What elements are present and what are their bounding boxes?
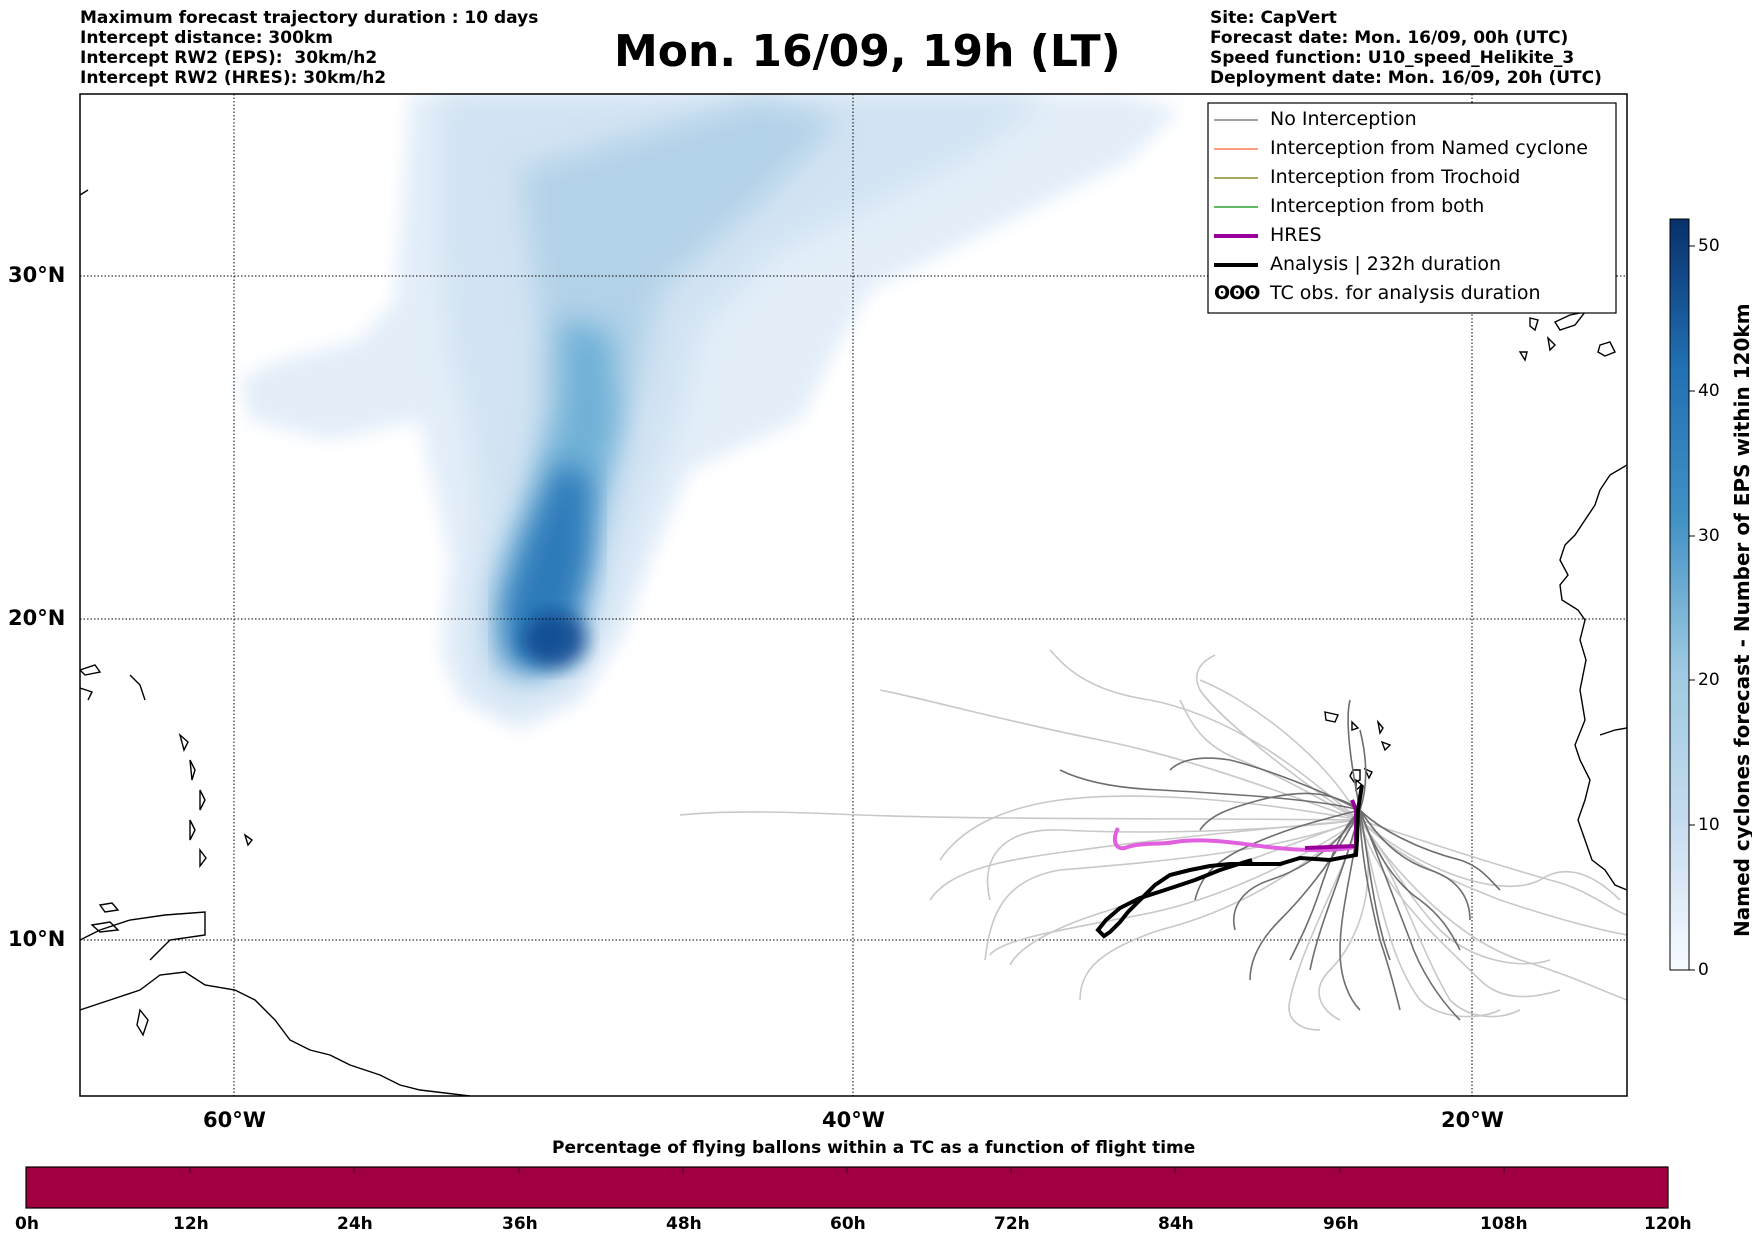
info-intercept-hres: Intercept RW2 (HRES): 30km/h2 bbox=[80, 68, 387, 88]
eps-trajectories bbox=[679, 649, 1627, 1031]
lat-label-20n: 20°N bbox=[8, 606, 66, 630]
page-title: Mon. 16/09, 19h (LT) bbox=[614, 26, 1121, 77]
time-tick-72h: 72h bbox=[994, 1214, 1030, 1234]
info-speed-function: Speed function: U10_speed_Helikite_3 bbox=[1210, 48, 1575, 68]
legend-label-no-interception: No Interception bbox=[1270, 108, 1417, 130]
no-interception-trajectories bbox=[1059, 699, 1501, 1021]
flight-time-bar-title: Percentage of flying ballons within a TC… bbox=[552, 1138, 1196, 1158]
time-tick-96h: 96h bbox=[1323, 1214, 1359, 1234]
info-intercept-eps: Intercept RW2 (EPS): 30km/h2 bbox=[80, 48, 378, 68]
colorbar-ticks bbox=[1689, 245, 1695, 971]
legend-label-named-cyclone: Interception from Named cyclone bbox=[1270, 137, 1588, 159]
info-right: Site: CapVert Forecast date: Mon. 16/09,… bbox=[1210, 8, 1602, 88]
legend-label-analysis: Analysis | 232h duration bbox=[1270, 253, 1502, 275]
time-tick-36h: 36h bbox=[502, 1214, 538, 1234]
time-tick-12h: 12h bbox=[173, 1214, 209, 1234]
colorbar-label: Named cyclones forecast - Number of EPS … bbox=[1730, 303, 1752, 937]
info-max-duration: Maximum forecast trajectory duration : 1… bbox=[80, 8, 539, 28]
tc-obs-icon: ʘʘʘ bbox=[1214, 282, 1260, 304]
legend-frame bbox=[1207, 102, 1617, 314]
lon-label-40w: 40°W bbox=[822, 1108, 885, 1132]
colorbar-tick-30: 30 bbox=[1698, 526, 1720, 546]
colorbar-tick-50: 50 bbox=[1698, 236, 1720, 256]
info-deployment-date: Deployment date: Mon. 16/09, 20h (UTC) bbox=[1210, 68, 1602, 88]
time-tick-0h: 0h bbox=[15, 1214, 39, 1234]
legend bbox=[1207, 102, 1617, 314]
map-frame bbox=[79, 93, 1628, 1097]
cyclone-density-field bbox=[240, 94, 1180, 730]
hres-trajectory bbox=[1112, 799, 1358, 853]
lat-label-10n: 10°N bbox=[8, 927, 66, 951]
analysis-trajectory bbox=[1095, 784, 1364, 939]
time-tick-120h: 120h bbox=[1644, 1214, 1692, 1234]
legend-label-tc-obs: TC obs. for analysis duration bbox=[1270, 282, 1541, 304]
info-forecast-date: Forecast date: Mon. 16/09, 00h (UTC) bbox=[1210, 28, 1569, 48]
density-colorbar bbox=[1669, 218, 1690, 971]
info-intercept-distance: Intercept distance: 300km bbox=[80, 28, 333, 48]
flight-time-bar-ticks bbox=[189, 1167, 1505, 1173]
legend-label-both: Interception from both bbox=[1270, 195, 1485, 217]
lat-label-30n: 30°N bbox=[8, 263, 66, 287]
info-left: Maximum forecast trajectory duration : 1… bbox=[80, 8, 538, 88]
colorbar-tick-0: 0 bbox=[1698, 960, 1709, 980]
time-tick-60h: 60h bbox=[830, 1214, 866, 1234]
time-tick-48h: 48h bbox=[666, 1214, 702, 1234]
time-tick-108h: 108h bbox=[1480, 1214, 1528, 1234]
lon-label-60w: 60°W bbox=[203, 1108, 266, 1132]
lon-label-20w: 20°W bbox=[1441, 1108, 1504, 1132]
time-tick-84h: 84h bbox=[1158, 1214, 1194, 1234]
legend-label-trochoid: Interception from Trochoid bbox=[1270, 166, 1521, 188]
coastlines bbox=[80, 189, 1627, 1096]
colorbar-tick-40: 40 bbox=[1698, 381, 1720, 401]
info-site: Site: CapVert bbox=[1210, 8, 1337, 28]
time-tick-24h: 24h bbox=[337, 1214, 373, 1234]
flight-time-bar bbox=[25, 1166, 1669, 1209]
legend-label-hres: HRES bbox=[1270, 224, 1322, 246]
colorbar-tick-10: 10 bbox=[1698, 815, 1720, 835]
colorbar-tick-20: 20 bbox=[1698, 670, 1720, 690]
